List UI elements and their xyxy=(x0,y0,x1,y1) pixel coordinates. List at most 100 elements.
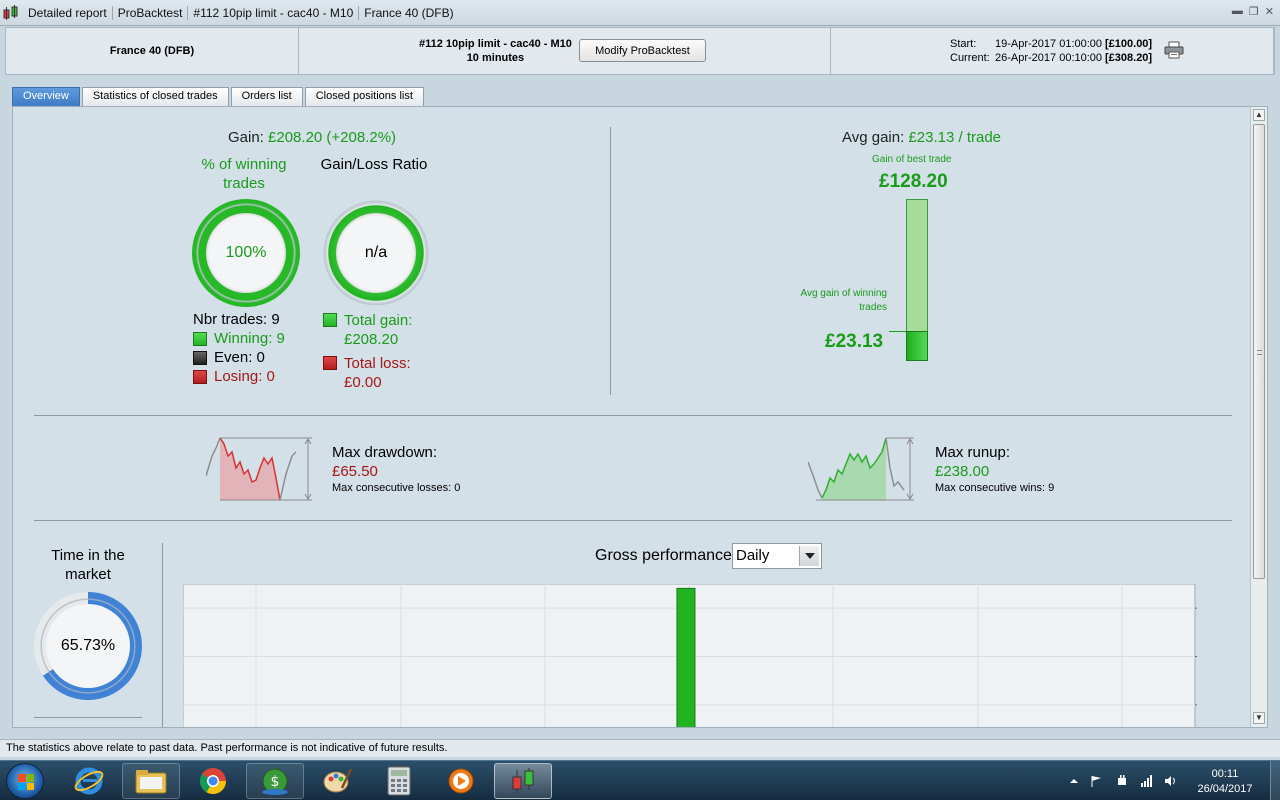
vertical-divider xyxy=(610,127,611,395)
show-hidden-icons-icon[interactable] xyxy=(1068,775,1080,787)
chevron-down-icon[interactable] xyxy=(799,546,819,566)
time-in-market-title: Time in the market xyxy=(51,547,125,583)
paint-icon[interactable] xyxy=(308,763,366,799)
legend-even: Even: 0 xyxy=(193,349,265,366)
minimize-icon[interactable]: ▬ xyxy=(1231,5,1243,17)
media-player-icon[interactable] xyxy=(432,763,490,799)
power-icon[interactable] xyxy=(1116,775,1128,787)
tab-statistics-closed-trades[interactable]: Statistics of closed trades xyxy=(81,87,229,106)
time-in-market-value: 65.73% xyxy=(46,604,130,688)
max-drawdown-value: £65.50 xyxy=(332,463,378,480)
gain-value: £208.20 (+208.2%) xyxy=(268,129,397,146)
vertical-divider xyxy=(162,543,163,727)
max-runup-value: £238.00 xyxy=(935,463,990,480)
current-label: Current: xyxy=(950,52,990,64)
red-swatch-icon xyxy=(323,356,337,370)
nbr-trades: Nbr trades: 9 xyxy=(193,311,280,328)
scroll-up-icon[interactable]: ▲ xyxy=(1253,109,1265,121)
best-trade-label: Gain of best trade xyxy=(872,154,952,165)
show-desktop-button[interactable] xyxy=(1270,761,1280,800)
status-bar: The statistics above relate to past data… xyxy=(0,739,1280,757)
taskbar-clock[interactable]: 00:11 26/04/2017 xyxy=(1182,767,1268,797)
instrument-cell: France 40 (DFB) xyxy=(6,28,299,74)
breadcrumb-probacktest[interactable]: ProBacktest xyxy=(113,5,189,20)
start-button[interactable] xyxy=(6,763,44,799)
internet-explorer-icon[interactable] xyxy=(60,763,118,799)
restore-icon[interactable]: ❐ xyxy=(1248,6,1259,18)
gross-performance-chart: 80100120 xyxy=(183,584,1197,727)
total-loss-block: Total loss: £0.00 xyxy=(344,354,411,392)
report-tabs: Overview Statistics of closed trades Ord… xyxy=(12,87,426,107)
losing-count: Losing: 0 xyxy=(214,368,275,385)
clock-time: 00:11 xyxy=(1211,768,1239,780)
report-header: France 40 (DFB) #112 10pip limit - cac40… xyxy=(5,27,1275,75)
dates-cell: Start: 19-Apr-2017 01:00:00 [£100.00] Curr… xyxy=(831,28,1274,74)
total-loss-value: £0.00 xyxy=(344,374,382,391)
total-loss-label: Total loss: xyxy=(344,355,411,372)
green-swatch-icon xyxy=(323,313,337,327)
start-date: 19-Apr-2017 01:00:00 xyxy=(995,38,1103,50)
red-swatch-icon xyxy=(193,369,207,384)
volume-icon[interactable] xyxy=(1164,775,1178,787)
legend-winning: Winning: 9 xyxy=(193,330,285,347)
max-consecutive-wins: Max consecutive wins: 9 xyxy=(935,482,1055,494)
tab-closed-positions-list[interactable]: Closed positions list xyxy=(304,87,424,106)
svg-text:$: $ xyxy=(271,774,280,790)
candlestick-chart-icon xyxy=(3,4,19,21)
print-icon[interactable] xyxy=(1164,41,1184,59)
scroll-down-icon[interactable]: ▼ xyxy=(1253,712,1265,724)
chrome-icon[interactable] xyxy=(184,763,242,799)
gain-label: Gain: xyxy=(228,129,264,146)
runup-sparkline xyxy=(808,437,914,501)
current-row: Current: 26-Apr-2017 00:10:00 [£308.20] xyxy=(950,52,1152,64)
avg-winning-label: Avg gain of winning trades xyxy=(800,288,887,313)
even-count: Even: 0 xyxy=(214,349,265,366)
best-trade-value: £128.20 xyxy=(879,171,948,192)
max-runup-label: Max runup: xyxy=(935,444,1011,461)
close-icon[interactable]: ✕ xyxy=(1264,6,1274,18)
modify-probacktest-button[interactable]: Modify ProBacktest xyxy=(579,39,706,62)
winning-count: Winning: 9 xyxy=(214,330,285,347)
start-label: Start: xyxy=(950,38,977,50)
network-signal-icon[interactable] xyxy=(1140,775,1152,787)
period-select[interactable]: Daily xyxy=(732,543,822,569)
windows-taskbar: $ 00:11 26/04/2017 xyxy=(0,760,1280,800)
breadcrumb-strategy[interactable]: #112 10pip limit - cac40 - M10 xyxy=(188,5,360,20)
start-row: Start: 19-Apr-2017 01:00:00 [£100.00] xyxy=(950,38,1152,50)
current-date: 26-Apr-2017 00:10:00 xyxy=(995,52,1103,64)
gain-loss-value: n/a xyxy=(336,213,416,293)
total-gain-label: Total gain: xyxy=(344,312,413,329)
horizontal-divider xyxy=(34,520,1232,521)
horizontal-divider xyxy=(34,415,1232,416)
gross-performance-label: Gross performance xyxy=(595,547,732,564)
vertical-scrollbar[interactable]: ▲ ▼ xyxy=(1250,107,1267,727)
prorealtime-icon[interactable] xyxy=(494,763,552,799)
windows-logo-icon xyxy=(18,774,34,790)
scrollbar-thumb[interactable] xyxy=(1253,124,1265,579)
calculator-icon[interactable] xyxy=(370,763,428,799)
green-swatch-icon xyxy=(193,331,207,346)
action-center-flag-icon[interactable] xyxy=(1090,775,1102,787)
avg-gain-summary: Avg gain: £23.13 / trade xyxy=(842,129,1001,146)
total-gain-block: Total gain: £208.20 xyxy=(344,311,412,349)
grip-icon xyxy=(1257,350,1262,355)
clock-date: 26/04/2017 xyxy=(1197,783,1253,795)
tab-overview[interactable]: Overview xyxy=(12,87,80,106)
strategy-info: #112 10pip limit - cac40 - M10 10 minute… xyxy=(419,37,572,65)
nbr-trades-text: Nbr trades: 9 xyxy=(193,311,280,328)
avg-gain-label: Avg gain: xyxy=(842,129,905,146)
breadcrumb-detailed-report[interactable]: Detailed report xyxy=(23,5,113,20)
tab-orders-list[interactable]: Orders list xyxy=(230,87,303,106)
winning-pct-title: % of winning trades xyxy=(201,156,287,192)
avg-winning-bar xyxy=(906,331,928,361)
current-capital: [£308.20] xyxy=(1105,52,1153,64)
disclaimer-text: The statistics above relate to past data… xyxy=(6,742,448,754)
legend-total-gain: Total gain: £208.20 xyxy=(323,311,412,349)
winning-pct-ring: 100% xyxy=(192,199,300,307)
time-in-market-ring: 65.73% xyxy=(34,592,142,700)
drawdown-sparkline xyxy=(206,437,312,501)
file-explorer-icon[interactable] xyxy=(122,763,180,799)
breadcrumb-instrument[interactable]: France 40 (DFB) xyxy=(364,5,454,20)
money-manager-icon[interactable]: $ xyxy=(246,763,304,799)
strategy-name: #112 10pip limit - cac40 - M10 xyxy=(419,38,572,50)
